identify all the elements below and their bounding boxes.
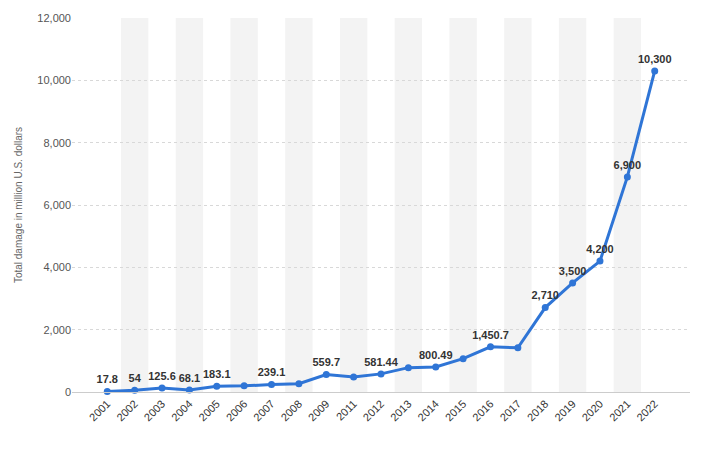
svg-text:2021: 2021: [607, 398, 633, 424]
svg-text:2018: 2018: [525, 398, 551, 424]
svg-text:2011: 2011: [334, 398, 359, 423]
svg-text:2013: 2013: [388, 398, 414, 424]
svg-text:10,000: 10,000: [37, 74, 71, 86]
svg-text:12,000: 12,000: [37, 12, 71, 24]
svg-text:2012: 2012: [361, 398, 387, 424]
svg-text:2008: 2008: [278, 398, 304, 424]
svg-text:6,900: 6,900: [614, 159, 642, 171]
svg-text:800.49: 800.49: [419, 349, 453, 361]
svg-text:1,450.7: 1,450.7: [472, 329, 509, 341]
svg-text:54: 54: [129, 372, 142, 384]
svg-text:2002: 2002: [114, 398, 140, 424]
svg-text:8,000: 8,000: [43, 137, 71, 149]
svg-text:2005: 2005: [196, 398, 222, 424]
svg-text:2009: 2009: [306, 398, 332, 424]
svg-text:125.6: 125.6: [148, 370, 176, 382]
svg-text:581.44: 581.44: [364, 356, 399, 368]
svg-text:2017: 2017: [497, 398, 523, 424]
svg-text:2,710: 2,710: [531, 289, 559, 301]
svg-text:6,000: 6,000: [43, 199, 71, 211]
svg-text:2,000: 2,000: [43, 324, 71, 336]
svg-text:2003: 2003: [142, 398, 168, 424]
svg-text:2006: 2006: [224, 398, 250, 424]
svg-text:2015: 2015: [443, 398, 469, 424]
svg-text:4,200: 4,200: [586, 243, 614, 255]
svg-text:0: 0: [65, 386, 71, 398]
svg-text:17.8: 17.8: [97, 373, 118, 385]
svg-text:2001: 2001: [87, 398, 113, 424]
svg-text:Total damage in million U.S. d: Total damage in million U.S. dollars: [13, 127, 24, 283]
svg-text:2014: 2014: [415, 398, 441, 424]
svg-text:2022: 2022: [634, 398, 660, 424]
svg-text:4,000: 4,000: [43, 261, 71, 273]
svg-text:239.1: 239.1: [258, 366, 286, 378]
svg-text:3,500: 3,500: [559, 265, 587, 277]
svg-text:2019: 2019: [552, 398, 578, 424]
svg-text:559.7: 559.7: [312, 356, 340, 368]
svg-text:68.1: 68.1: [179, 372, 200, 384]
svg-text:2016: 2016: [470, 398, 496, 424]
svg-text:2004: 2004: [169, 398, 195, 424]
svg-text:2007: 2007: [251, 398, 277, 424]
svg-text:2020: 2020: [579, 398, 605, 424]
svg-text:10,300: 10,300: [638, 53, 672, 65]
svg-text:183.1: 183.1: [203, 368, 231, 380]
